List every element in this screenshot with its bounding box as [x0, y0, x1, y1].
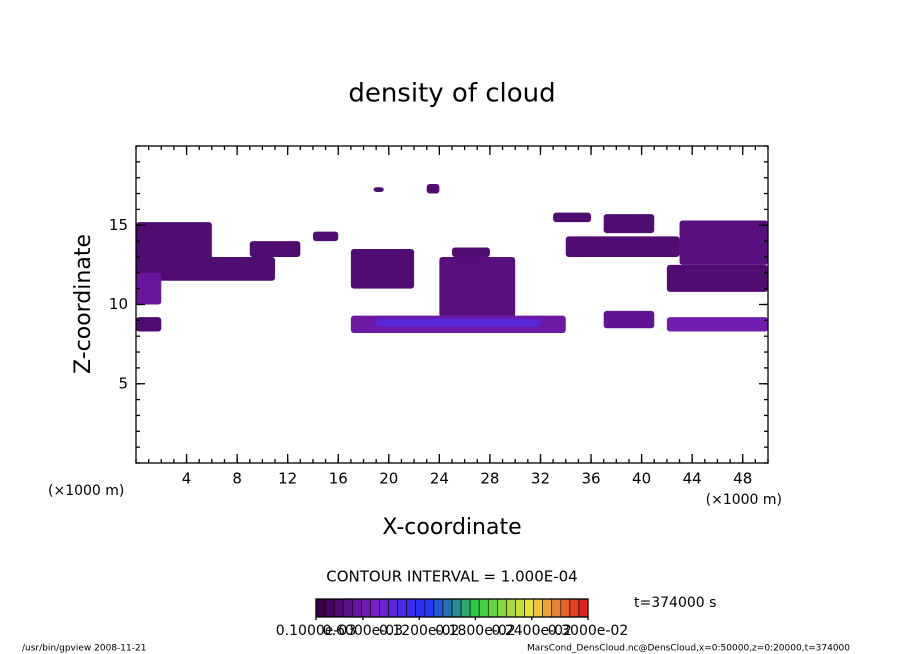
- colorbar-segment: [433, 598, 444, 618]
- x-tick-label: 40: [632, 470, 651, 488]
- x-tick-label: 48: [733, 470, 752, 488]
- colorbar-segment: [542, 598, 553, 618]
- x-tick-label: 8: [232, 470, 242, 488]
- cloud-region: [136, 222, 212, 265]
- colorbar-segment: [560, 598, 571, 618]
- cloud-region: [439, 256, 516, 318]
- colorbar-segment: [460, 598, 471, 618]
- cloud-region: [603, 214, 655, 234]
- cloud-region: [136, 256, 276, 281]
- colorbar-tick-label: 0.1000e-03: [276, 623, 356, 639]
- cloud-region: [426, 184, 440, 194]
- colorbar-segment: [388, 598, 398, 618]
- x-tick-label: 44: [683, 470, 702, 488]
- colorbar-segment: [469, 598, 480, 618]
- time-label: t=374000 s: [634, 595, 716, 611]
- cloud-region: [376, 318, 541, 327]
- colorbar-segment: [415, 598, 426, 618]
- chart-title: density of cloud: [348, 79, 555, 109]
- y-tick-label: 10: [109, 295, 128, 313]
- x-tick-label: 4: [182, 470, 192, 488]
- y-unit: (×1000 m): [48, 483, 124, 499]
- cloud-region: [565, 236, 680, 257]
- colorbar-segment: [406, 598, 417, 618]
- cloud-region: [553, 212, 592, 223]
- x-tick-label: 12: [278, 470, 297, 488]
- colorbar-segment: [370, 598, 380, 618]
- colorbar-segment: [324, 598, 335, 618]
- colorbar-segment: [487, 598, 498, 618]
- x-axis-label: X-coordinate: [382, 515, 521, 540]
- cloud-region: [136, 317, 162, 332]
- colorbar-segment: [524, 598, 534, 618]
- cloud-region: [666, 317, 768, 332]
- colorbar-segment: [315, 598, 326, 618]
- colorbar-segment: [361, 598, 371, 618]
- cloud-region: [603, 310, 655, 329]
- colorbar-tick-label: 0.3000e-02: [548, 623, 628, 639]
- colorbar-segment: [342, 598, 353, 618]
- cloud-region: [249, 241, 301, 257]
- cloud-region: [679, 220, 768, 265]
- colorbar-frame: [315, 598, 589, 618]
- cloud-region: [136, 272, 162, 305]
- colorbar-segment: [351, 598, 362, 618]
- colorbar-tick-label: 0.2400e-02: [491, 623, 571, 639]
- colorbar-segment: [379, 598, 389, 618]
- cloud-region: [666, 264, 768, 292]
- colorbar-tick-label: 0.1200e-02: [379, 623, 459, 639]
- colorbar-segment: [533, 598, 543, 618]
- footer-right: MarsCond_DensCloud.nc@DensCloud,x=0:5000…: [527, 644, 850, 654]
- colorbar-segment: [551, 598, 562, 618]
- y-axis-label: Z-coordinate: [71, 234, 96, 374]
- cloud-region: [350, 249, 415, 289]
- x-tick-label: 24: [430, 470, 449, 488]
- colorbar-segment: [506, 598, 516, 618]
- x-tick-label: 28: [480, 470, 499, 488]
- x-tick-label: 32: [531, 470, 550, 488]
- colorbar-segment: [424, 598, 435, 618]
- y-tick-label: 5: [118, 374, 128, 392]
- x-unit: (×1000 m): [706, 492, 782, 508]
- colorbar-segment: [442, 598, 453, 618]
- y-tick-label: 15: [109, 216, 128, 234]
- contour-interval: CONTOUR INTERVAL = 1.000E-04: [326, 568, 577, 586]
- footer-left: /usr/bin/gpview 2008-11-21: [22, 644, 146, 654]
- colorbar-segment: [578, 598, 589, 618]
- x-tick-label: 20: [379, 470, 398, 488]
- x-tick-label: 36: [581, 470, 600, 488]
- colorbar-segment: [515, 598, 525, 618]
- colorbar-segment: [478, 598, 489, 618]
- x-tick-label: 16: [329, 470, 348, 488]
- cloud-region: [452, 247, 490, 257]
- colorbar-segment: [333, 598, 344, 618]
- colorbar-segment: [497, 598, 507, 618]
- colorbar-tick-label: 0.1800e-02: [435, 623, 515, 639]
- colorbar-segment: [569, 598, 580, 618]
- cloud-region: [373, 187, 384, 192]
- colorbar-segment: [397, 598, 407, 618]
- colorbar-tick-label: 0.6000e-03: [323, 623, 403, 639]
- cloud-region: [312, 231, 339, 242]
- colorbar-segment: [451, 598, 462, 618]
